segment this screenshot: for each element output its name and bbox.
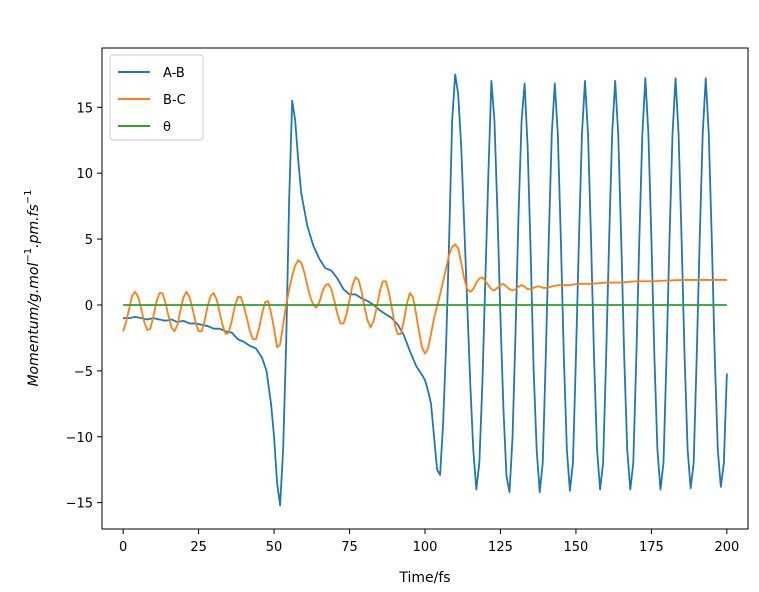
series-line-a-b (123, 73, 728, 507)
legend-label-a-b: A-B (163, 66, 185, 81)
series-line-b-c (122, 243, 727, 355)
x-tick-label: 100 (413, 540, 438, 555)
x-tick-label: 200 (714, 540, 739, 555)
plot-lines (122, 73, 728, 507)
y-tick-label: −10 (66, 431, 93, 446)
y-axis-title: Momentum/g.mol−1.pm.fs−1 (23, 189, 42, 386)
x-tick-label: 0 (119, 540, 127, 555)
y-tick-label: 0 (85, 299, 93, 314)
x-tick-label: 50 (266, 540, 283, 555)
y-axis-title-sup1: −1 (23, 248, 34, 263)
x-tick-label: 175 (639, 540, 664, 555)
x-axis-title: Time/fs (398, 570, 450, 586)
y-axis-title-mid: .pm.fs (26, 204, 42, 248)
x-tick-label: 150 (564, 540, 589, 555)
y-axis: −15 −10 −5 0 5 10 15 (66, 101, 102, 512)
legend-box (109, 54, 204, 141)
y-tick-label: 10 (76, 167, 93, 182)
y-tick-label: 15 (76, 101, 93, 116)
y-tick-label: −5 (74, 365, 93, 380)
y-tick-label: 5 (85, 233, 93, 248)
y-axis-title-sup2: −1 (23, 189, 34, 204)
y-axis-title-main: Momentum/g.mol (26, 263, 42, 387)
x-axis: 0 25 50 75 100 125 150 175 200 (119, 529, 739, 555)
legend-label-theta: θ (163, 120, 171, 135)
legend: A-B B-C θ (109, 54, 204, 141)
x-tick-label: 25 (190, 540, 207, 555)
legend-label-b-c: B-C (163, 93, 186, 108)
y-tick-label: −15 (66, 497, 93, 512)
x-tick-label: 125 (488, 540, 513, 555)
x-tick-label: 75 (341, 540, 358, 555)
